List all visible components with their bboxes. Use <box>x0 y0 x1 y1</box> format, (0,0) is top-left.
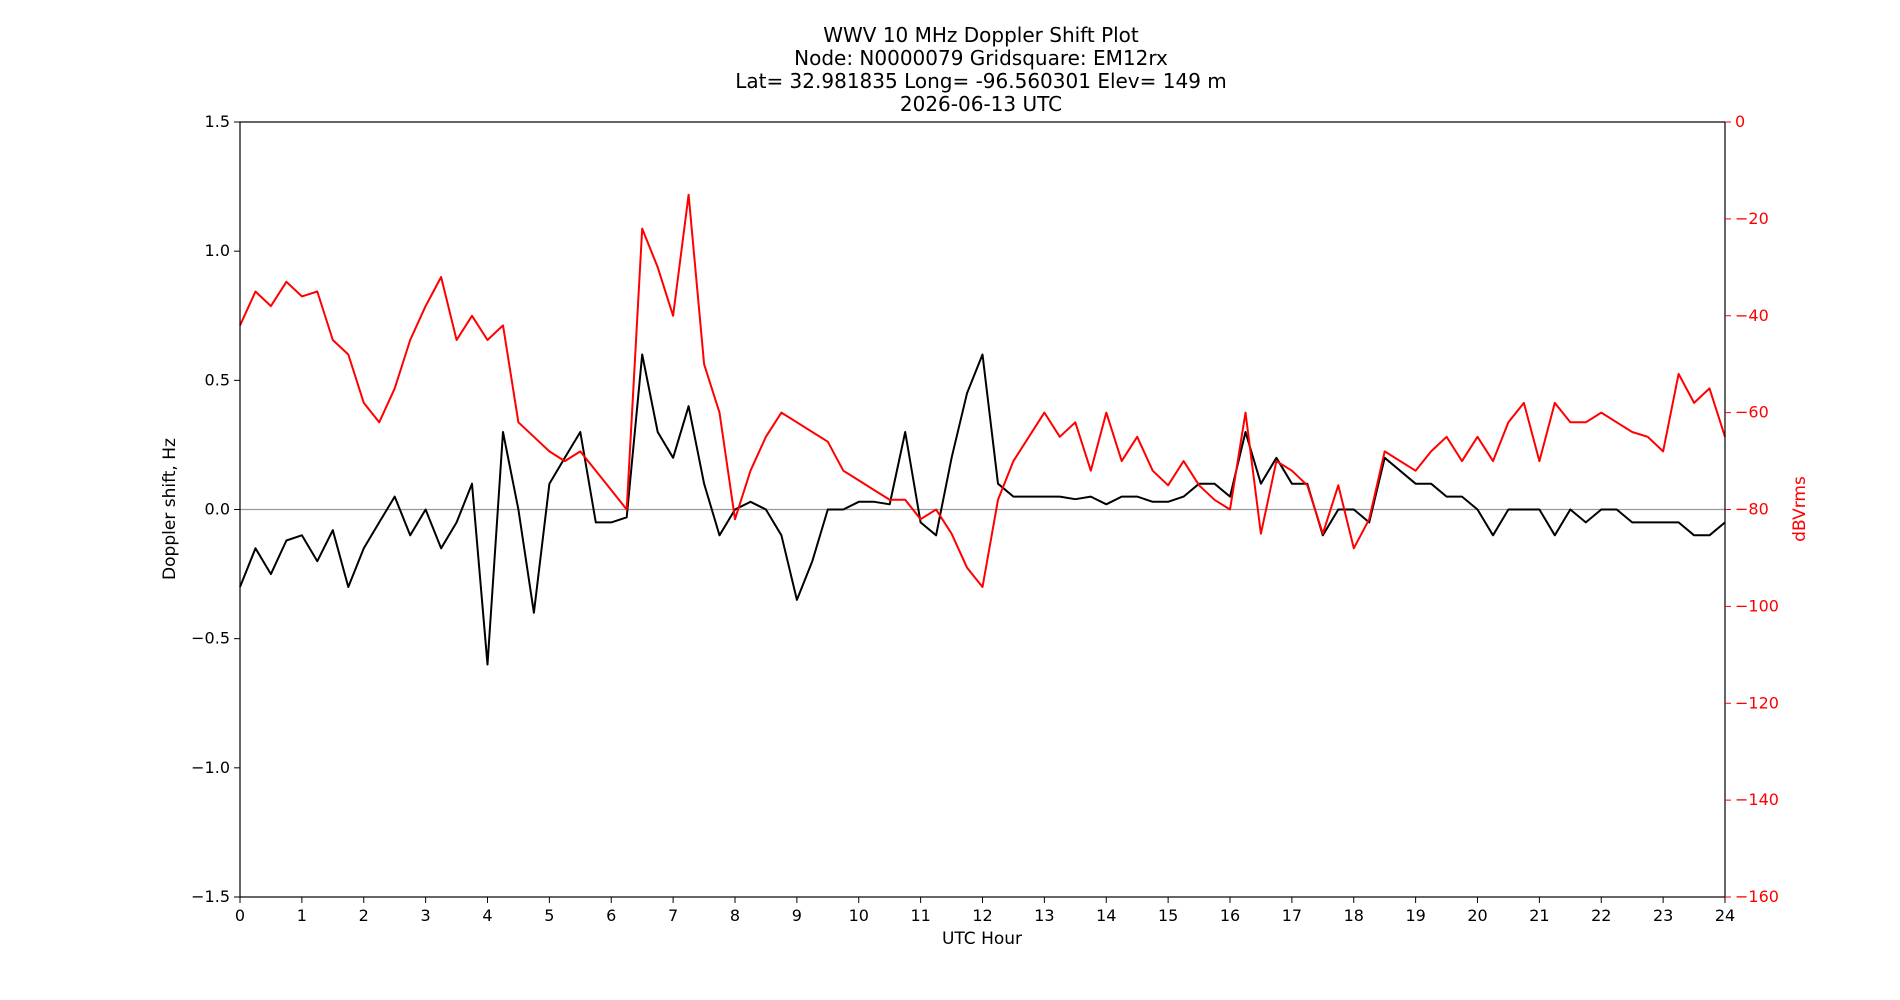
right-y-tick-label: −40 <box>1735 306 1769 325</box>
x-tick-label: 10 <box>849 906 869 925</box>
left-y-tick-label: 1.5 <box>205 112 230 131</box>
x-tick-label: 8 <box>730 906 740 925</box>
x-tick-label: 24 <box>1715 906 1735 925</box>
right-y-axis-label: dBVrms <box>1790 476 1810 542</box>
right-y-tick-label: −100 <box>1735 596 1779 615</box>
title-line-3: Lat= 32.981835 Long= -96.560301 Elev= 14… <box>735 69 1227 93</box>
x-tick-label: 6 <box>606 906 616 925</box>
right-y-tick-label: −80 <box>1735 500 1769 519</box>
x-tick-label: 0 <box>235 906 245 925</box>
chart-title: WWV 10 MHz Doppler Shift Plot Node: N000… <box>735 23 1227 116</box>
x-tick-label: 23 <box>1653 906 1673 925</box>
left-y-tick-label: 0.5 <box>205 370 230 389</box>
left-y-axis: −1.5 −1.0 −0.5 0.0 0.5 1.0 1.5 <box>191 112 240 906</box>
x-tick-label: 4 <box>482 906 492 925</box>
x-tick-label: 9 <box>792 906 802 925</box>
x-tick-label: 5 <box>544 906 554 925</box>
x-tick-label: 1 <box>297 906 307 925</box>
title-line-4: 2026-06-13 UTC <box>900 92 1062 116</box>
x-tick-label: 14 <box>1096 906 1116 925</box>
left-y-tick-label: −1.5 <box>191 887 230 906</box>
right-y-tick-label: −120 <box>1735 693 1779 712</box>
right-y-tick-label: −60 <box>1735 403 1769 422</box>
x-tick-label: 7 <box>668 906 678 925</box>
x-tick-label: 19 <box>1405 906 1425 925</box>
left-y-tick-label: 0.0 <box>205 500 230 519</box>
x-tick-label: 22 <box>1591 906 1611 925</box>
x-tick-label: 2 <box>359 906 369 925</box>
right-y-tick-label: −160 <box>1735 887 1779 906</box>
right-y-tick-label: −140 <box>1735 790 1779 809</box>
left-y-tick-label: −0.5 <box>191 629 230 648</box>
right-y-axis: −160 −140 −120 −100 −80 −60 −40 −20 0 <box>1725 112 1779 906</box>
left-y-tick-label: 1.0 <box>205 241 230 260</box>
doppler-shift-series-line <box>239 353 1726 666</box>
left-y-axis-label: Doppler shift, Hz <box>160 438 180 580</box>
x-tick-label: 12 <box>972 906 992 925</box>
title-line-1: WWV 10 MHz Doppler Shift Plot <box>823 23 1139 47</box>
x-tick-label: 13 <box>1034 906 1054 925</box>
x-tick-label: 20 <box>1467 906 1487 925</box>
x-tick-label: 15 <box>1158 906 1178 925</box>
plot-area <box>239 193 1726 666</box>
x-tick-label: 21 <box>1529 906 1549 925</box>
x-tick-label: 17 <box>1282 906 1302 925</box>
title-line-2: Node: N0000079 Gridsquare: EM12rx <box>794 46 1168 70</box>
x-tick-label: 18 <box>1344 906 1364 925</box>
dbvrms-series-line <box>239 193 1726 588</box>
right-y-tick-label: −20 <box>1735 209 1769 228</box>
x-axis: 0 1 2 3 4 5 6 7 8 9 10 11 12 13 14 15 16 17 18 19 20 21 22 23 24 <box>235 897 1735 925</box>
left-y-tick-label: −1.0 <box>191 758 230 777</box>
x-tick-label: 16 <box>1220 906 1240 925</box>
right-y-tick-label: 0 <box>1735 112 1745 131</box>
x-axis-label: UTC Hour <box>942 929 1022 949</box>
x-tick-label: 3 <box>421 906 431 925</box>
x-tick-label: 11 <box>910 906 930 925</box>
